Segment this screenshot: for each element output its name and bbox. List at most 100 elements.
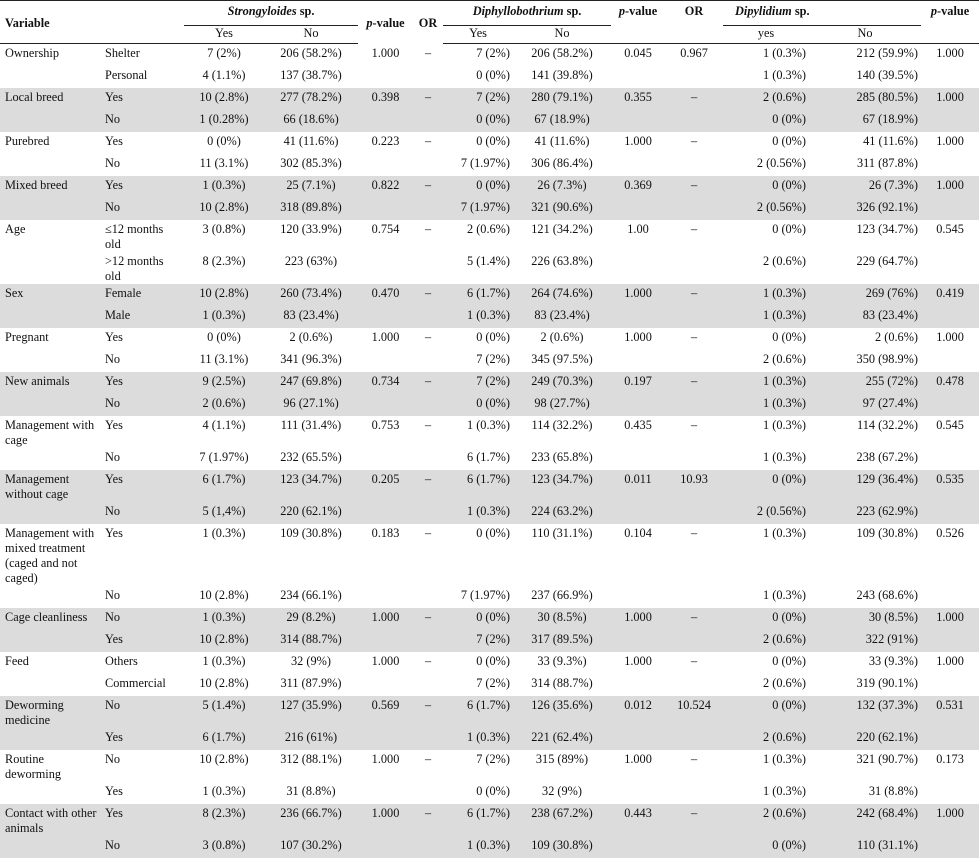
header-or-1: OR [413,1,443,44]
strongyloides-pvalue [358,198,413,220]
dipylidium-pvalue [921,154,979,176]
strongyloides-yes: 10 (2.8%) [184,198,264,220]
strongyloides-yes: 10 (2.8%) [184,674,264,696]
header-pvalue-2: p-value [611,1,665,26]
category: No [102,110,184,132]
dipylidium-yes: 0 (0%) [723,608,809,630]
strongyloides-or [413,630,443,652]
strongyloides-yes: 4 (1.1%) [184,416,264,448]
diphyllobothrium-yes: 5 (1.4%) [443,252,513,284]
diphyllobothrium-yes: 6 (1.7%) [443,696,513,728]
dipylidium-pvalue [921,502,979,524]
table-header: Variable Strongyloides sp. p-value OR Di… [0,1,979,44]
strongyloides-no: 236 (66.7%) [264,804,358,836]
dipylidium-no: 238 (67.2%) [809,448,921,470]
strongyloides-no: 120 (33.9%) [264,220,358,252]
diphyllobothrium-or [665,782,723,804]
dipylidium-no: 110 (31.1%) [809,836,921,858]
strongyloides-pvalue: 0.822 [358,176,413,198]
strongyloides-or: – [413,44,443,67]
dipylidium-yes: 1 (0.3%) [723,394,809,416]
diphyllobothrium-yes: 6 (1.7%) [443,470,513,502]
dipylidium-no: 319 (90.1%) [809,674,921,696]
diphyllobothrium-pvalue [611,198,665,220]
diphyllobothrium-no: 33 (9.3%) [513,652,611,674]
dipylidium-no: 83 (23.4%) [809,306,921,328]
diphyllobothrium-no: 238 (67.2%) [513,804,611,836]
dipylidium-pvalue [921,782,979,804]
strongyloides-yes: 11 (3.1%) [184,154,264,176]
diphyllobothrium-or [665,306,723,328]
diphyllobothrium-yes: 7 (2%) [443,674,513,696]
header-variable: Variable [0,1,102,44]
diphyllobothrium-pvalue [611,252,665,284]
diphyllobothrium-yes: 0 (0%) [443,608,513,630]
strongyloides-yes: 3 (0.8%) [184,220,264,252]
strongyloides-pvalue [358,66,413,88]
variable-name: Management with cage [0,416,102,448]
dipylidium-yes: 1 (0.3%) [723,44,809,67]
diphyllobothrium-no: 126 (35.6%) [513,696,611,728]
diphyllobothrium-pvalue [611,728,665,750]
genus-strongyloides: Strongyloides [228,4,297,18]
header-strongyloides: Strongyloides sp. [184,1,358,26]
variable-name: Local breed [0,88,102,110]
diphyllobothrium-or [665,154,723,176]
dipylidium-yes: 2 (0.6%) [723,674,809,696]
strongyloides-yes: 0 (0%) [184,132,264,154]
variable-name: Pregnant [0,328,102,350]
diphyllobothrium-or [665,110,723,132]
dipylidium-pvalue [921,66,979,88]
dipylidium-yes: 1 (0.3%) [723,372,809,394]
diphyllobothrium-yes: 6 (1.7%) [443,284,513,306]
strongyloides-no: 109 (30.8%) [264,524,358,586]
diphyllobothrium-pvalue [611,306,665,328]
strongyloides-no: 137 (38.7%) [264,66,358,88]
variable-name: Management without cage [0,470,102,502]
category: No [102,198,184,220]
dipylidium-pvalue: 1.000 [921,804,979,836]
category: Male [102,306,184,328]
variable-name: Deworming medicine [0,696,102,728]
strongyloides-or [413,394,443,416]
strongyloides-or [413,252,443,284]
dipylidium-pvalue: 0.545 [921,416,979,448]
diphyllobothrium-no: 345 (97.5%) [513,350,611,372]
header-diphyllobothrium: Diphyllobothrium sp. [443,1,611,26]
header-or-2: OR [665,1,723,26]
strongyloides-no: 341 (96.3%) [264,350,358,372]
diphyllobothrium-no: 237 (66.9%) [513,586,611,608]
strongyloides-yes: 10 (2.8%) [184,630,264,652]
category: Yes [102,470,184,502]
dipylidium-no: 321 (90.7%) [809,750,921,782]
strongyloides-pvalue [358,110,413,132]
p-suffix: -value [625,4,657,18]
diphyllobothrium-yes: 7 (1.97%) [443,198,513,220]
dipylidium-pvalue: 0.526 [921,524,979,586]
variable-name [0,502,102,524]
variable-name: Management with mixed treatment (caged a… [0,524,102,586]
dipylidium-no: 255 (72%) [809,372,921,394]
variable-name [0,110,102,132]
strongyloides-pvalue [358,252,413,284]
diphyllobothrium-pvalue [611,448,665,470]
category: No [102,154,184,176]
header-no-3: No [809,26,921,44]
strongyloides-pvalue: 0.223 [358,132,413,154]
dipylidium-no: 322 (91%) [809,630,921,652]
strongyloides-pvalue: 0.754 [358,220,413,252]
dipylidium-no: 67 (18.9%) [809,110,921,132]
strongyloides-yes: 1 (0.3%) [184,524,264,586]
dipylidium-no: 326 (92.1%) [809,198,921,220]
